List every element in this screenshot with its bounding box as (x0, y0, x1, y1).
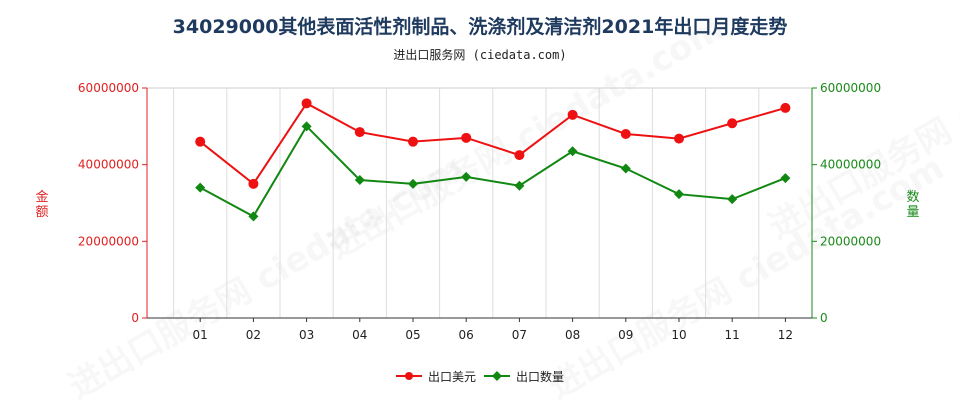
right-tick-label: 0 (820, 311, 828, 325)
x-tick-label: 09 (618, 328, 633, 342)
chart-subtitle: 进出口服务网 (ciedata.com) (393, 48, 567, 62)
plot-frame (146, 87, 813, 319)
left-tick-label: 20000000 (78, 234, 139, 248)
data-point-qty (354, 175, 365, 185)
data-point-usd (567, 109, 578, 120)
left-tick-label: 0 (131, 311, 139, 325)
right-tick-label: 40000000 (820, 158, 881, 172)
data-point-qty (514, 180, 525, 191)
data-point-qty (195, 182, 206, 193)
chart-legend: 出口美元 出口数量 (0, 366, 960, 386)
series-line-qty (199, 124, 786, 218)
data-point-qty (620, 163, 631, 174)
data-point-qty (248, 211, 259, 222)
x-tick-label: 04 (352, 328, 367, 342)
data-point-usd (354, 127, 365, 138)
legend-item-usd[interactable]: 出口美元 (396, 366, 476, 386)
data-point-qty (567, 146, 578, 157)
x-tick-label: 12 (778, 328, 793, 342)
legend-qty-label: 出口数量 (516, 369, 565, 384)
x-tick-label: 01 (193, 328, 208, 342)
left-axis-label: 金额 (35, 190, 49, 220)
x-tick-label: 07 (512, 328, 527, 342)
data-point-usd (195, 136, 206, 147)
data-point-usd (780, 102, 791, 113)
data-point-usd (674, 133, 684, 144)
data-point-qty (780, 173, 791, 184)
x-tick-label: 03 (299, 328, 314, 342)
data-point-qty (727, 194, 738, 205)
legend-usd-marker (396, 372, 422, 380)
right-tick-label: 20000000 (820, 234, 881, 248)
data-point-qty (301, 121, 312, 132)
data-point-qty (461, 171, 472, 182)
right-axis-label: 数量 (906, 190, 920, 220)
left-tick-label: 40000000 (78, 158, 139, 172)
x-tick-label: 11 (725, 328, 740, 342)
data-point-usd (620, 129, 631, 139)
x-tick-label: 05 (405, 328, 420, 342)
data-point-qty (674, 189, 684, 200)
right-tick-label: 60000000 (820, 81, 881, 95)
data-point-usd (408, 136, 418, 147)
legend-item-qty[interactable]: 出口数量 (484, 366, 564, 386)
data-point-usd (461, 132, 472, 143)
x-tick-label: 10 (671, 328, 686, 342)
legend-qty-marker (484, 371, 510, 381)
x-tick-label: 06 (459, 328, 474, 342)
data-point-usd (301, 98, 312, 109)
legend-usd-label: 出口美元 (428, 369, 477, 384)
data-point-usd (514, 150, 525, 161)
x-tick-label: 08 (565, 328, 580, 342)
chart-title: 34029000其他表面活性剂制品、洗涤剂及清洁剂2021年出口月度走势 (172, 16, 788, 38)
data-point-usd (727, 118, 738, 129)
series-line-usd (199, 102, 786, 186)
x-tick-label: 02 (246, 328, 261, 342)
left-tick-label: 60000000 (78, 81, 139, 95)
data-point-qty (408, 178, 418, 189)
data-point-usd (248, 178, 259, 189)
